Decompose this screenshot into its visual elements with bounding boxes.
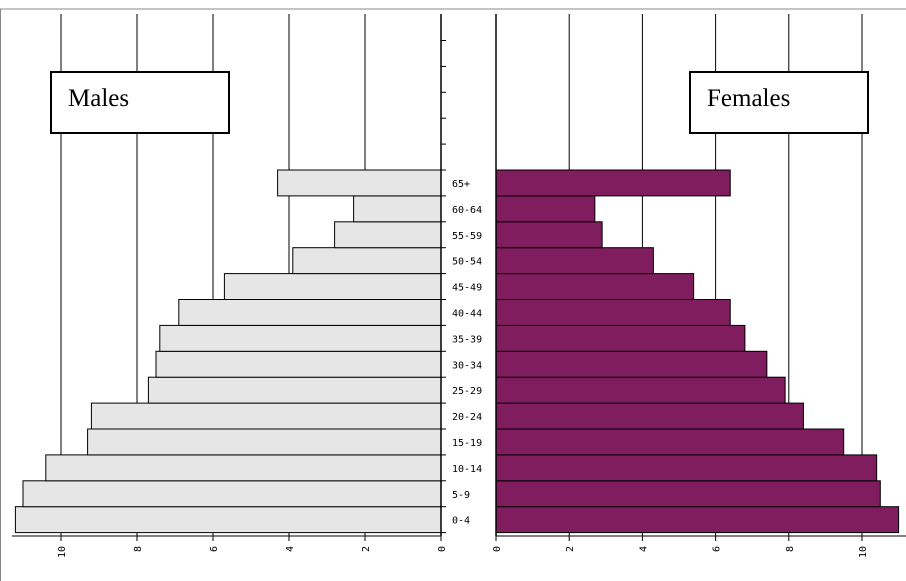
male-bar [155,350,442,378]
male-bar [14,506,442,534]
category-label: 30-34 [452,360,482,371]
category-label: 60-64 [452,205,482,216]
male-bar [178,299,442,326]
male-tick-label: 8 [133,546,144,552]
category-label: 45-49 [452,283,482,294]
male-bar [334,221,442,249]
female-bar [495,506,900,534]
female-bar [495,299,731,326]
male-tick-label: 6 [209,546,220,552]
axes: 0-4 5-9 10-14 15-19 20-24 25-29 30-34 35-39 40-4… [12,14,906,558]
male-bar [147,376,442,404]
female-bar [495,480,881,508]
bars [14,169,900,534]
category-label: 65+ [452,179,470,190]
category-label: 10-14 [452,464,482,475]
male-bar [22,480,442,508]
female-bar [495,376,786,404]
male-bar [353,195,442,223]
female-bar [495,350,768,378]
female-tick-label: 8 [785,546,796,552]
male-tick-label: 0 [437,546,448,552]
category-label: 40-44 [452,308,482,319]
females-label: Females [707,85,791,112]
female-bar [495,273,695,301]
males-label-box: Males [50,71,230,134]
male-bar [292,247,442,275]
category-label: 50-54 [452,257,482,268]
female-bar [495,324,746,352]
male-bar [277,169,442,197]
male-tick-label: 2 [361,546,372,552]
male-bar [90,402,442,430]
category-label: 0-4 [452,516,470,527]
female-tick-label: 10 [858,546,869,558]
category-label: 20-24 [452,412,482,423]
female-bar [495,221,603,249]
category-label: 25-29 [452,386,482,397]
category-label: 35-39 [452,334,482,345]
female-bar [495,428,845,456]
female-bar [495,195,596,223]
male-tick-label: 4 [285,546,296,552]
male-bar [45,454,442,482]
female-tick-label: 4 [638,546,649,552]
female-bar [495,402,804,430]
female-bar [495,169,731,197]
females-label-box: Females [689,71,869,134]
males-label: Males [68,85,130,112]
male-tick-label: 10 [57,546,68,558]
category-label: 55-59 [452,231,482,242]
female-tick-label: 6 [712,546,723,552]
category-label: 15-19 [452,438,482,449]
male-bar [87,428,442,456]
female-bar [495,247,654,275]
male-bar [223,273,442,301]
female-tick-label: 2 [565,546,576,552]
category-label: 5-9 [452,490,470,501]
male-bar [159,324,442,352]
female-bar [495,454,878,482]
female-tick-label: 0 [492,546,503,552]
